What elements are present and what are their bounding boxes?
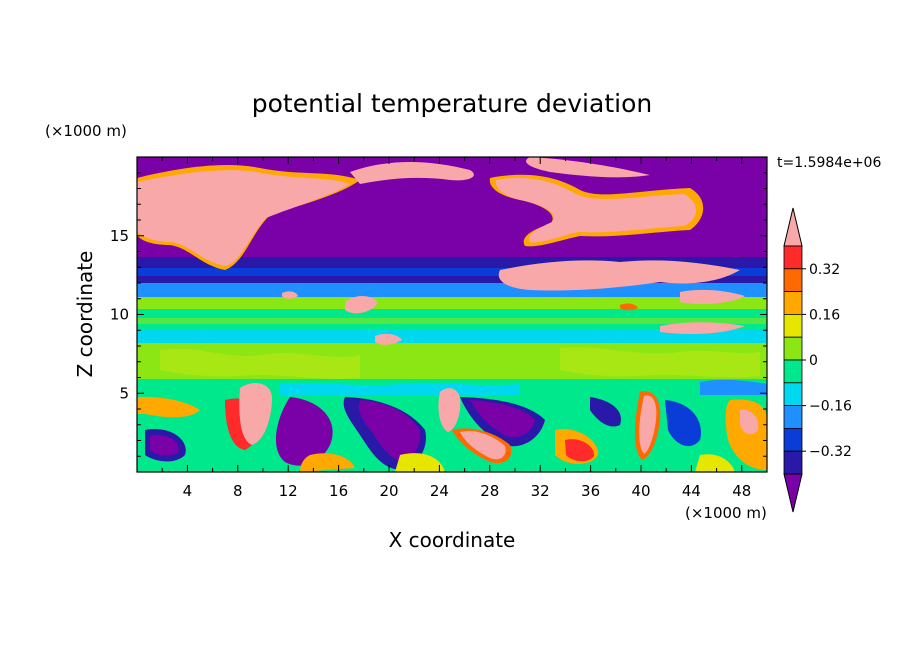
field-band — [137, 268, 767, 276]
colorbar-swatch — [783, 405, 803, 429]
warm-anomaly — [495, 177, 697, 243]
warm-anomaly — [350, 162, 474, 184]
warm-anomaly — [375, 333, 402, 345]
z-axis-ticks: 5 10 15 — [110, 172, 767, 457]
field-band — [137, 329, 767, 343]
colorbar-swatch — [783, 359, 803, 384]
colorbar-top-arrow — [783, 207, 803, 247]
warm-anomaly — [695, 454, 735, 472]
colorbar-swatch — [783, 313, 803, 338]
z-unit-label: (×1000 m) — [45, 122, 127, 140]
x-tick-label: 24 — [430, 482, 449, 500]
colorbar: 0.32 0.16 0 −0.16 −0.32 — [783, 207, 852, 513]
field-streak — [560, 347, 760, 378]
warm-anomaly — [660, 322, 745, 334]
x-tick-label: 40 — [631, 482, 650, 500]
warm-anomaly — [725, 399, 767, 470]
colorbar-swatch — [783, 336, 803, 361]
x-axis-label: X coordinate — [389, 528, 516, 552]
warm-anomaly — [565, 439, 595, 462]
colorbar-bottom-arrow — [783, 473, 803, 513]
colorbar-label: 0.16 — [809, 307, 840, 323]
x-tick-label: 48 — [732, 482, 751, 500]
colorbar-label: −0.16 — [809, 399, 852, 415]
colorbar-label: −0.32 — [809, 444, 852, 460]
colorbar-swatch — [783, 450, 803, 475]
warm-anomaly — [282, 291, 298, 299]
colorbar-swatch — [783, 291, 803, 315]
z-tick-label: 5 — [119, 384, 129, 402]
x-tick-label: 4 — [183, 482, 193, 500]
x-tick-label: 44 — [682, 482, 701, 500]
x-axis-ticks: 4 8 12 16 20 24 28 32 36 40 44 48 — [161, 157, 751, 500]
x-tick-label: 28 — [480, 482, 499, 500]
z-axis-label: Z coordinate — [73, 251, 97, 378]
warm-anomaly — [526, 157, 650, 178]
z-tick-label: 15 — [110, 227, 129, 245]
field-band — [137, 318, 767, 324]
cold-anomaly — [150, 435, 179, 456]
chart-title: potential temperature deviation — [252, 89, 652, 118]
field-streak — [700, 379, 767, 395]
cold-anomaly — [275, 397, 333, 466]
field-band — [137, 283, 767, 297]
warm-anomaly — [438, 388, 461, 432]
warm-anomaly — [395, 453, 445, 472]
x-unit-label: (×1000 m) — [685, 504, 767, 522]
colorbar-swatch — [783, 382, 803, 406]
warm-anomaly — [680, 289, 745, 304]
cold-anomaly — [470, 400, 535, 438]
x-tick-label: 36 — [581, 482, 600, 500]
colorbar-label: 0 — [809, 353, 818, 369]
warm-anomaly — [137, 170, 350, 266]
field-streak — [160, 348, 360, 379]
z-tick-label: 10 — [110, 306, 129, 324]
warm-anomaly — [239, 383, 272, 445]
warm-anomaly — [498, 260, 740, 291]
cold-anomaly — [590, 397, 621, 427]
warm-anomaly — [460, 430, 506, 460]
warm-anomaly — [345, 296, 378, 314]
warm-anomaly — [740, 409, 759, 435]
warm-anomaly — [639, 395, 657, 454]
cold-anomaly — [358, 400, 421, 462]
x-tick-label: 32 — [531, 482, 550, 500]
plot-field — [137, 157, 767, 472]
x-tick-label: 8 — [233, 482, 243, 500]
time-label: t=1.5984e+06 — [777, 155, 881, 171]
colorbar-swatch — [783, 427, 803, 452]
warm-anomaly — [620, 303, 638, 311]
cold-anomaly — [665, 400, 701, 447]
x-tick-label: 20 — [379, 482, 398, 500]
colorbar-swatch — [783, 268, 803, 292]
x-tick-label: 12 — [279, 482, 298, 500]
colorbar-label: 0.32 — [809, 262, 840, 278]
warm-anomaly — [300, 453, 355, 472]
warm-anomaly — [137, 396, 200, 418]
colorbar-swatch — [783, 245, 803, 270]
field-band — [137, 297, 767, 309]
x-tick-label: 16 — [329, 482, 348, 500]
field-streak — [280, 382, 520, 395]
